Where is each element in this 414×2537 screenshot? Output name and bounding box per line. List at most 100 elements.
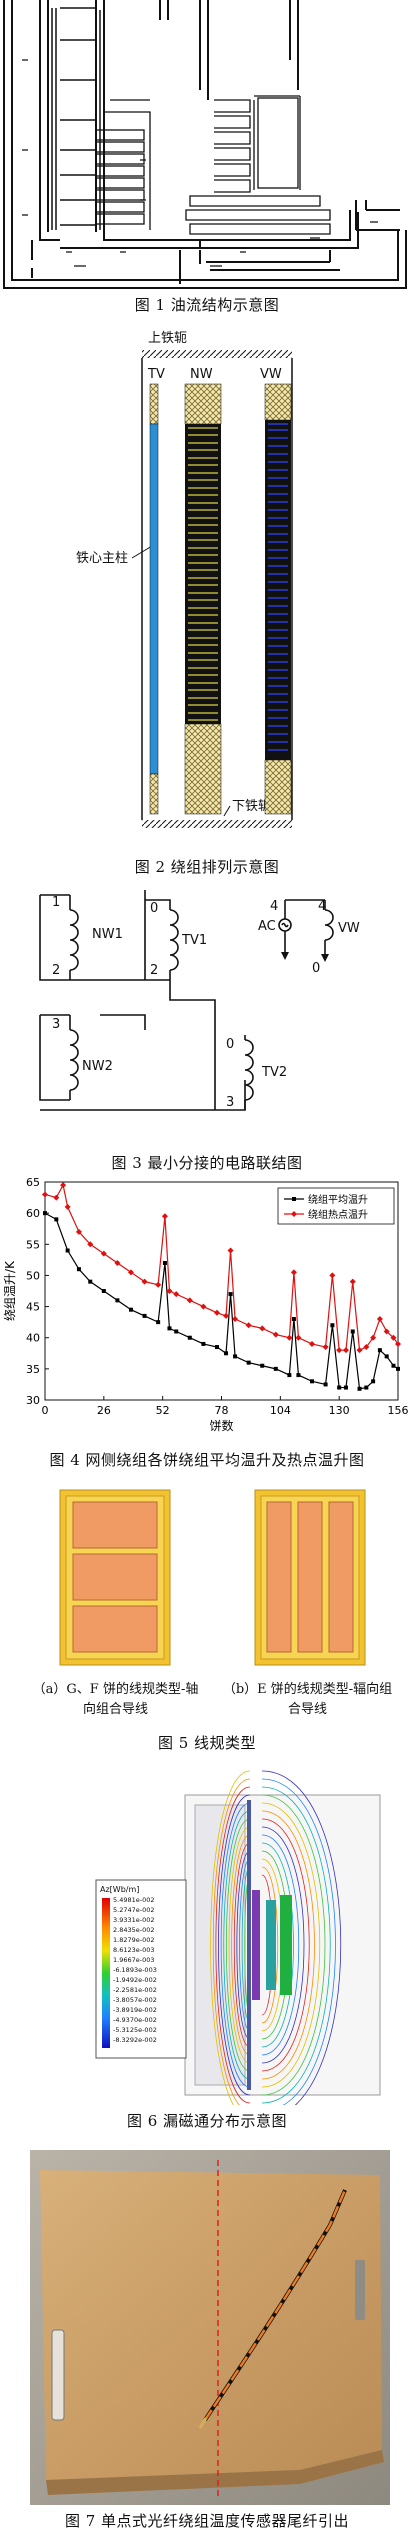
data-point [227,1247,234,1254]
data-point [42,1191,48,1198]
nw-label: NW [190,367,213,382]
data-point [371,1379,376,1384]
legend-entry: 绕组热点温升 [308,1208,368,1221]
flux-legend-value: -3.8919e-002 [113,2006,157,2014]
data-point [65,1248,70,1253]
data-point [370,1334,377,1341]
x-axis-label: 饼数 [209,1418,233,1433]
flux-legend-value: -3.8057e-002 [113,1996,157,2004]
node-2-tv1: 2 [150,963,158,978]
data-point [224,1351,229,1356]
data-point [233,1354,238,1359]
data-point [162,1260,167,1265]
flux-legend-value: 1.8279e-002 [113,1936,155,1944]
data-point [167,1326,172,1331]
data-point [200,1303,207,1310]
figure-2: 上铁轭 下铁轭 TV NW VW 铁心主柱 图 2 绕组排列示意图 [0,320,414,880]
y-tick-label: 40 [26,1332,40,1345]
data-point [336,1347,343,1354]
data-point [100,1250,107,1257]
node-0-tv1: 0 [150,901,158,916]
flux-legend-value: -2.2581e-002 [113,1986,157,1994]
vw-label: VW [260,367,282,382]
flux-legend-value: -5.3125e-002 [113,2026,157,2034]
data-point [127,1269,134,1276]
y-axis-label: 绕组温升/K [3,1260,17,1321]
data-point [115,1298,120,1303]
data-point [349,1278,356,1285]
legend-marker [292,1197,296,1201]
data-point [43,1211,47,1216]
y-tick-label: 60 [26,1207,40,1220]
core-label: 铁心主柱 [76,551,128,566]
node-0-vw: 0 [312,961,320,976]
x-tick-label: 156 [388,1404,409,1417]
data-point [309,1340,316,1347]
flux-legend-value: -4.9370e-002 [113,2016,157,2024]
flux-legend-value: 5.2747e-002 [113,1906,155,1914]
data-point [364,1385,369,1390]
data-point [376,1316,383,1323]
tv-label: TV [147,367,165,382]
data-point [128,1307,133,1312]
data-point [87,1241,94,1248]
x-tick-label: 78 [215,1404,229,1417]
node-4-ac: 4 [270,899,278,914]
data-point [228,1292,233,1297]
data-point [390,1334,397,1341]
data-point [155,1281,162,1288]
data-point [291,1317,296,1322]
data-point [330,1323,335,1328]
figure-4-caption: 图 4 网侧绕组各饼绕组平均温升及热点温升图 [49,1451,365,1469]
data-point [213,1309,220,1316]
flux-legend-title: Az[Wb/m] [100,1885,139,1894]
data-point [384,1354,389,1359]
flux-legend-value: -8.3292e-002 [113,2036,157,2044]
flux-legend-value: -6.1893e-003 [113,1966,157,1974]
node-2-nw1: 2 [52,963,60,978]
data-point [156,1320,161,1325]
nw2-label: NW2 [82,1059,113,1074]
data-point [273,1366,278,1371]
data-point [396,1366,400,1371]
y-tick-label: 50 [26,1269,40,1282]
y-tick-label: 30 [26,1394,40,1407]
data-point [187,1335,192,1340]
data-point [391,1363,396,1368]
data-point [101,1289,106,1293]
data-point [287,1373,292,1378]
data-point [356,1347,363,1354]
bottom-yoke-label: 下铁轭 [232,798,271,814]
data-point [329,1272,336,1279]
x-tick-label: 52 [156,1404,170,1417]
top-yoke-label: 上铁轭 [148,330,187,346]
data-point [357,1386,362,1391]
data-point [310,1379,315,1384]
data-point [383,1328,390,1335]
data-point [296,1373,301,1378]
data-point [60,1182,67,1189]
data-point [141,1278,148,1285]
data-point [245,1322,252,1329]
figure-6: Az[Wb/m] 5.4981e-002 5.2747e-002 3.9331e-0… [0,1770,414,2140]
figure-5a-caption: （a）G、F 饼的线规类型-轴向组合导线 [32,1682,199,1717]
series-line [44,1212,399,1390]
temperature-rise-chart: 30 35 40 45 50 55 60 65 0 26 52 78 104 130 156 饼数 绕组温升/K… [3,1176,409,1433]
x-tick-label: 130 [329,1404,350,1417]
data-point [272,1331,279,1338]
data-point [246,1360,251,1365]
data-point [342,1347,349,1354]
data-point [260,1363,265,1368]
ac-label: AC [258,919,276,934]
figure-5: （a）G、F 饼的线规类型-轴向组合导线 （b）E 饼的线规类型-辐向组合导线 … [0,1470,414,1770]
data-point [75,1228,82,1235]
data-point [223,1312,230,1319]
flux-legend-value: 3.9331e-002 [113,1916,155,1924]
data-point [88,1279,93,1284]
y-tick-label: 35 [26,1363,40,1376]
figure-5b-caption: （b）E 饼的线规类型-辐向组合导线 [222,1682,393,1717]
data-point [142,1313,147,1318]
node-0-tv2: 0 [226,1037,234,1052]
data-point [54,1217,59,1222]
data-point [232,1316,239,1323]
